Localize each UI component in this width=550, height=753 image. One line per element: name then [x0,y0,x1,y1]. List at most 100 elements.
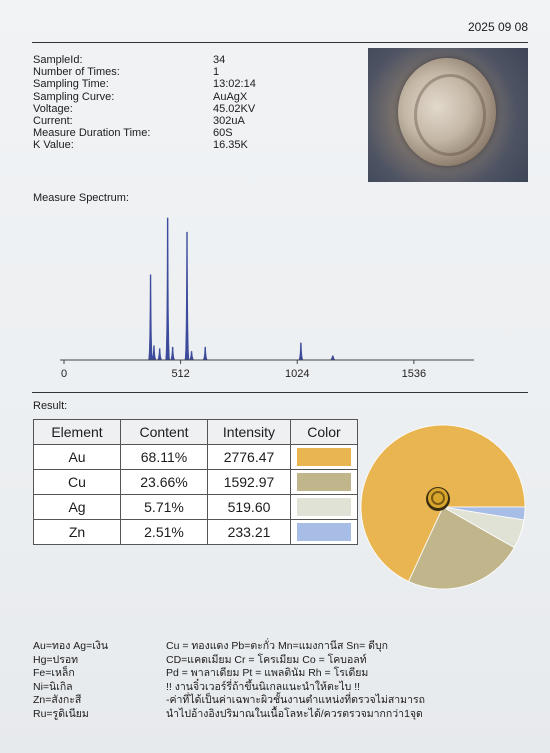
header-intensity: Intensity [207,419,291,445]
header-element: Element [33,419,121,445]
info-row: Measure Duration Time: 60S [33,127,256,139]
cell-intensity: 2776.47 [207,444,291,470]
spectrum-peaks [147,217,336,361]
cell-element: Cu [33,469,121,495]
spectrum-peak [329,355,336,361]
spectrum-peak [164,217,171,361]
coin-thumbnail [426,487,450,511]
table-header-row: Element Content Intensity Color [33,419,358,445]
result-table: Element Content Intensity Color Au 68.11… [33,419,358,545]
report-date: 2025 09 08 [467,20,528,34]
info-row: Sampling Curve: AuAgX [33,91,256,103]
info-key: SampleId: [33,54,83,66]
color-swatch [297,523,351,541]
coin-thumbnail-face [428,488,448,508]
cell-intensity: 233.21 [207,519,291,545]
legend-right: CD=แคดเมียม Cr = โครเมียม Co = โคบอลท์ [166,653,367,666]
cell-content: 23.66% [120,469,208,495]
spectrum-tick-label: 1024 [285,368,309,380]
info-row: Sampling Time: 13:02:14 [33,78,256,90]
cell-content: 2.51% [120,519,208,545]
coin-image [398,58,496,166]
pie-slice-zn [442,506,526,521]
legend-left: Ni=นิเกิล [33,680,73,693]
spectrum-peak [202,346,209,361]
spectrum-tick-label: 512 [171,368,189,380]
table-row: Cu 23.66% 1592.97 [33,469,358,495]
info-value: 45.02KV [213,102,256,115]
legend-left: Ru=รูดิเนียม [33,707,89,720]
info-key: Measure Duration Time: [33,127,151,140]
cell-element: Au [33,444,121,470]
cell-intensity: 1592.97 [207,469,291,495]
spectrum-ticks: 0 512 1024 1536 [61,360,426,380]
legend-right: Pd = พาลาเดียม Pt = แพลตินัม Rh = โรเดีย… [166,667,369,679]
spectrum-peak [156,348,163,361]
info-value: 16.35K [213,139,248,152]
result-label: Result: [33,400,68,412]
legend-row: Hg=ปรอท CD=แคดเมียม Cr = โครเมียม Co = โค… [33,654,425,668]
spectrum-peak [184,231,190,361]
color-swatch [297,498,351,516]
legend-row: Zn=สังกะสี -ค่าที่ได้เป็นค่าเฉพาะผิวชั้นง… [33,694,425,708]
legend-row: Au=ทอง Ag=เงิน Cu = ทองแดง Pb=ตะกั่ว Mn=แ… [33,640,425,654]
spectrum-label: Measure Spectrum: [33,192,129,204]
cell-element: Zn [33,519,121,545]
info-value: 13:02:14 [213,78,256,91]
sample-photo [368,48,528,182]
legend-right: -ค่าที่ได้เป็นค่าเฉพาะผิวชั้นงานตำแหน่งท… [166,694,425,706]
info-row: Voltage: 45.02KV [33,103,256,115]
spectrum-peak [151,345,157,361]
table-row: Ag 5.71% 519.60 [33,494,358,520]
element-legend: Au=ทอง Ag=เงิน Cu = ทองแดง Pb=ตะกั่ว Mn=แ… [33,640,425,721]
spectrum-tick-label: 1536 [402,368,426,380]
info-key: Voltage: [33,102,73,115]
spectrum-peak [147,274,154,361]
info-key: K Value: [33,139,74,152]
legend-right: นำไปอ้างอิงปริมาณในเนื้อโลหะได้/ควรตรวจม… [166,707,423,720]
info-value: 1 [213,66,220,79]
info-key: Number of Times: [33,66,120,79]
spectrum-chart: 0 512 1024 1536 [60,217,474,380]
legend-left: Zn=สังกะสี [33,694,82,706]
spectrum-peak [169,346,176,361]
info-row: Current: 302uA [33,115,256,127]
cell-content: 5.71% [120,494,208,520]
info-value: 60S [213,127,233,140]
legend-row: Fe=เหล็ก Pd = พาลาเดียม Pt = แพลตินัม Rh … [33,667,425,681]
sample-info: SampleId: 34 Number of Times: 1 Sampling T… [33,54,256,152]
legend-left: Hg=ปรอท [33,653,79,666]
spectrum-tick-label: 0 [61,368,67,380]
info-row: SampleId: 34 [33,54,256,66]
info-row: K Value: 16.35K [33,139,256,151]
table-row: Au 68.11% 2776.47 [33,444,358,470]
cell-intensity: 519.60 [207,494,291,520]
info-key: Current: [33,115,73,128]
info-value: AuAgX [213,90,248,103]
info-row: Number of Times: 1 [33,66,256,78]
legend-row: Ni=นิเกิล !! งานจิ๋วเวอร์รี่ถ้าขึ้นนิเกลแ… [33,681,425,695]
table-row: Zn 2.51% 233.21 [33,519,358,545]
info-value: 302uA [213,115,245,128]
coin-thumbnail-relief [431,491,445,505]
cell-element: Ag [33,494,121,520]
cell-color [290,494,358,520]
info-key: Sampling Curve: [33,90,115,103]
color-swatch [297,448,351,466]
legend-right: !! งานจิ๋วเวอร์รี่ถ้าขึ้นนิเกลแนะนำให้ตะ… [166,680,361,693]
header-color: Color [290,419,358,445]
legend-left: Au=ทอง Ag=เงิน [33,640,109,652]
header-rule [32,42,528,43]
spectrum-peak [298,342,304,361]
cell-content: 68.11% [120,444,208,470]
composition-pie [360,424,526,590]
info-value: 34 [213,54,226,66]
header-content: Content [120,419,208,445]
cell-color [290,444,358,470]
pie-slice-cu [408,506,515,590]
spectrum-peak [188,351,195,361]
cell-color [290,469,358,495]
legend-left: Fe=เหล็ก [33,667,75,679]
section-rule [32,392,528,393]
